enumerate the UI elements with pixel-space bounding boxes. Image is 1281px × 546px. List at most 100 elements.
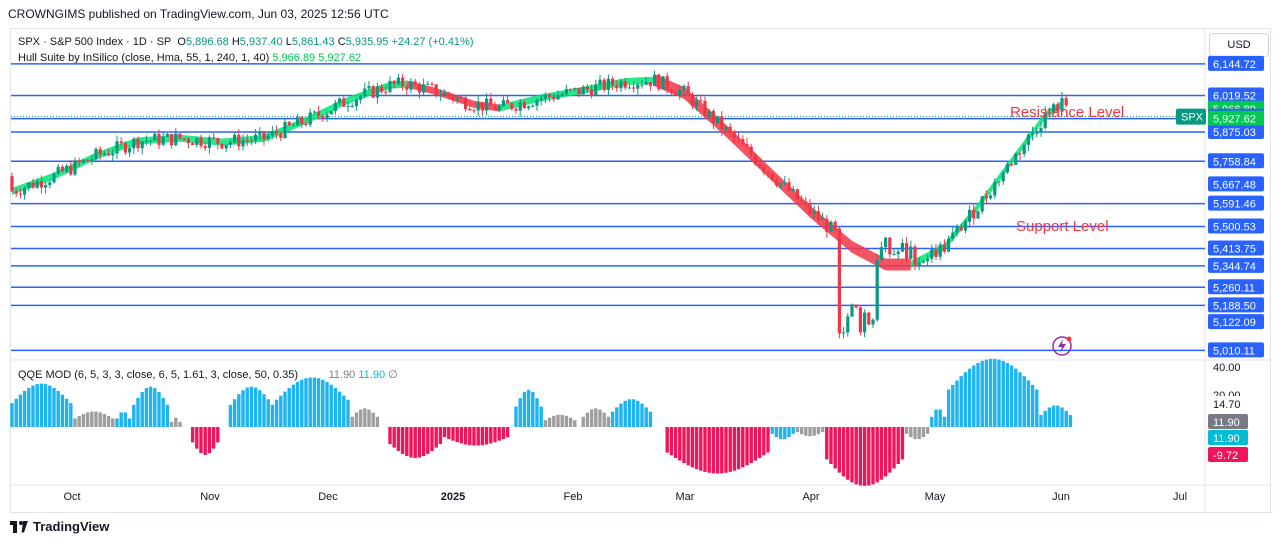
- qqe-bar: [715, 427, 720, 474]
- candle-body: [497, 106, 501, 111]
- qqe-bar: [858, 427, 863, 486]
- qqe-bar: [921, 427, 926, 438]
- close-label: C: [337, 36, 346, 48]
- chart-frame: [10, 28, 1271, 513]
- price-level-tag: [1208, 87, 1264, 103]
- qqe-bar: [447, 427, 451, 439]
- qqe-bar: [946, 389, 951, 427]
- qqe-bar: [56, 390, 60, 427]
- candle-body: [308, 112, 312, 125]
- qqe-bar: [535, 398, 539, 427]
- candle-body: [514, 108, 518, 111]
- candle-body: [900, 242, 904, 252]
- candle-body: [993, 181, 997, 196]
- qqe-bar: [136, 397, 140, 427]
- candle-body: [783, 182, 787, 184]
- candle-body: [111, 153, 115, 156]
- candle-body: [636, 84, 640, 89]
- qqe-bar: [787, 427, 791, 438]
- qqe-bar: [934, 409, 938, 427]
- open-label: O: [177, 36, 186, 48]
- candle-body: [850, 304, 854, 317]
- candle-body: [858, 307, 862, 333]
- hull-legend[interactable]: Hull Suite by InSilico (close, Hma, 55, …: [18, 52, 361, 64]
- qqe-bar: [762, 427, 766, 456]
- candle-body: [77, 160, 81, 163]
- qqe-bar: [967, 368, 972, 427]
- qqe-bar: [774, 427, 779, 438]
- qqe-bar: [867, 427, 871, 486]
- price-level-tag-label: 5,122.09: [1213, 317, 1256, 329]
- price-level-tag-label: 5,500.53: [1213, 222, 1256, 234]
- candle-body: [1022, 144, 1026, 155]
- time-axis-tick: Nov: [200, 491, 220, 503]
- candle-body: [140, 141, 144, 149]
- candle-body: [674, 93, 678, 96]
- tradingview-footer[interactable]: TradingView: [10, 519, 109, 534]
- candle-body: [548, 94, 552, 97]
- qqe-bar: [799, 427, 804, 435]
- qqe-bar: [531, 392, 535, 427]
- time-axis-tick: May: [925, 491, 946, 503]
- candle-body: [317, 111, 321, 116]
- qqe-bar: [329, 384, 333, 427]
- currency-button[interactable]: USD: [1209, 33, 1269, 57]
- qqe-bar: [291, 384, 296, 427]
- time-axis-tick: 2025: [441, 491, 465, 503]
- qqe-bar: [690, 427, 695, 468]
- candle-body: [1064, 98, 1068, 106]
- resistance-level-label: Resistance Level: [1010, 104, 1124, 121]
- qqe-bar: [253, 387, 258, 427]
- qqe-bar: [455, 427, 459, 443]
- qqe-bar: [442, 427, 447, 438]
- qqe-bar: [321, 379, 325, 427]
- low-value: 5,861.43: [291, 36, 335, 48]
- candle-body: [833, 221, 837, 229]
- candle-body: [119, 141, 123, 144]
- spx-tag-background: [1176, 108, 1206, 125]
- qqe-bar: [564, 415, 569, 427]
- qqe-bar: [606, 416, 611, 427]
- candle-body: [228, 142, 232, 145]
- price-level-tag: [1208, 342, 1264, 358]
- qqe-bar: [808, 427, 812, 437]
- price-level-tag: [1208, 55, 1264, 71]
- qqe-bar: [879, 427, 884, 480]
- candle-body: [779, 183, 783, 186]
- candle-body: [598, 79, 602, 85]
- candle-body: [31, 182, 35, 188]
- qqe-bar: [539, 406, 543, 427]
- qqe-bar: [682, 427, 686, 464]
- candle-body: [392, 80, 396, 84]
- qqe-bar: [703, 427, 707, 472]
- candle-body: [283, 122, 287, 139]
- candle-body: [842, 332, 846, 334]
- hull-name: Hull Suite by InSilico (close, Hma, 55, …: [18, 52, 270, 64]
- candle-body: [245, 140, 249, 142]
- candle-body: [220, 143, 224, 149]
- qqe-bar: [673, 427, 678, 458]
- qqe-bar: [1039, 415, 1043, 427]
- qqe-bar: [165, 404, 170, 427]
- qqe-bar: [106, 416, 111, 427]
- qqe-legend[interactable]: QQE MOD (6, 5, 3, 3, close, 6, 5, 1.61, …: [18, 368, 398, 381]
- candle-body: [44, 184, 48, 188]
- candle-body: [438, 95, 442, 97]
- candle-body: [464, 97, 468, 109]
- qqe-bar: [1026, 380, 1031, 427]
- qqe-bar: [190, 427, 195, 443]
- qqe-bar: [48, 385, 52, 427]
- price-level-tag-label: 5,413.75: [1213, 243, 1256, 255]
- qqe-bar: [640, 403, 644, 427]
- qqe-bar: [778, 427, 783, 440]
- qqe-bar: [73, 418, 77, 427]
- candle-body: [711, 111, 715, 124]
- qqe-bar: [875, 427, 879, 483]
- candle-body: [203, 146, 207, 149]
- hull-band-segment: [654, 74, 911, 271]
- qqe-bar: [249, 386, 254, 427]
- symbol-legend[interactable]: SPX · S&P 500 Index · 1D · SP O5,896.68 …: [18, 36, 474, 48]
- qqe-bar: [430, 427, 434, 452]
- candle-body: [182, 138, 186, 140]
